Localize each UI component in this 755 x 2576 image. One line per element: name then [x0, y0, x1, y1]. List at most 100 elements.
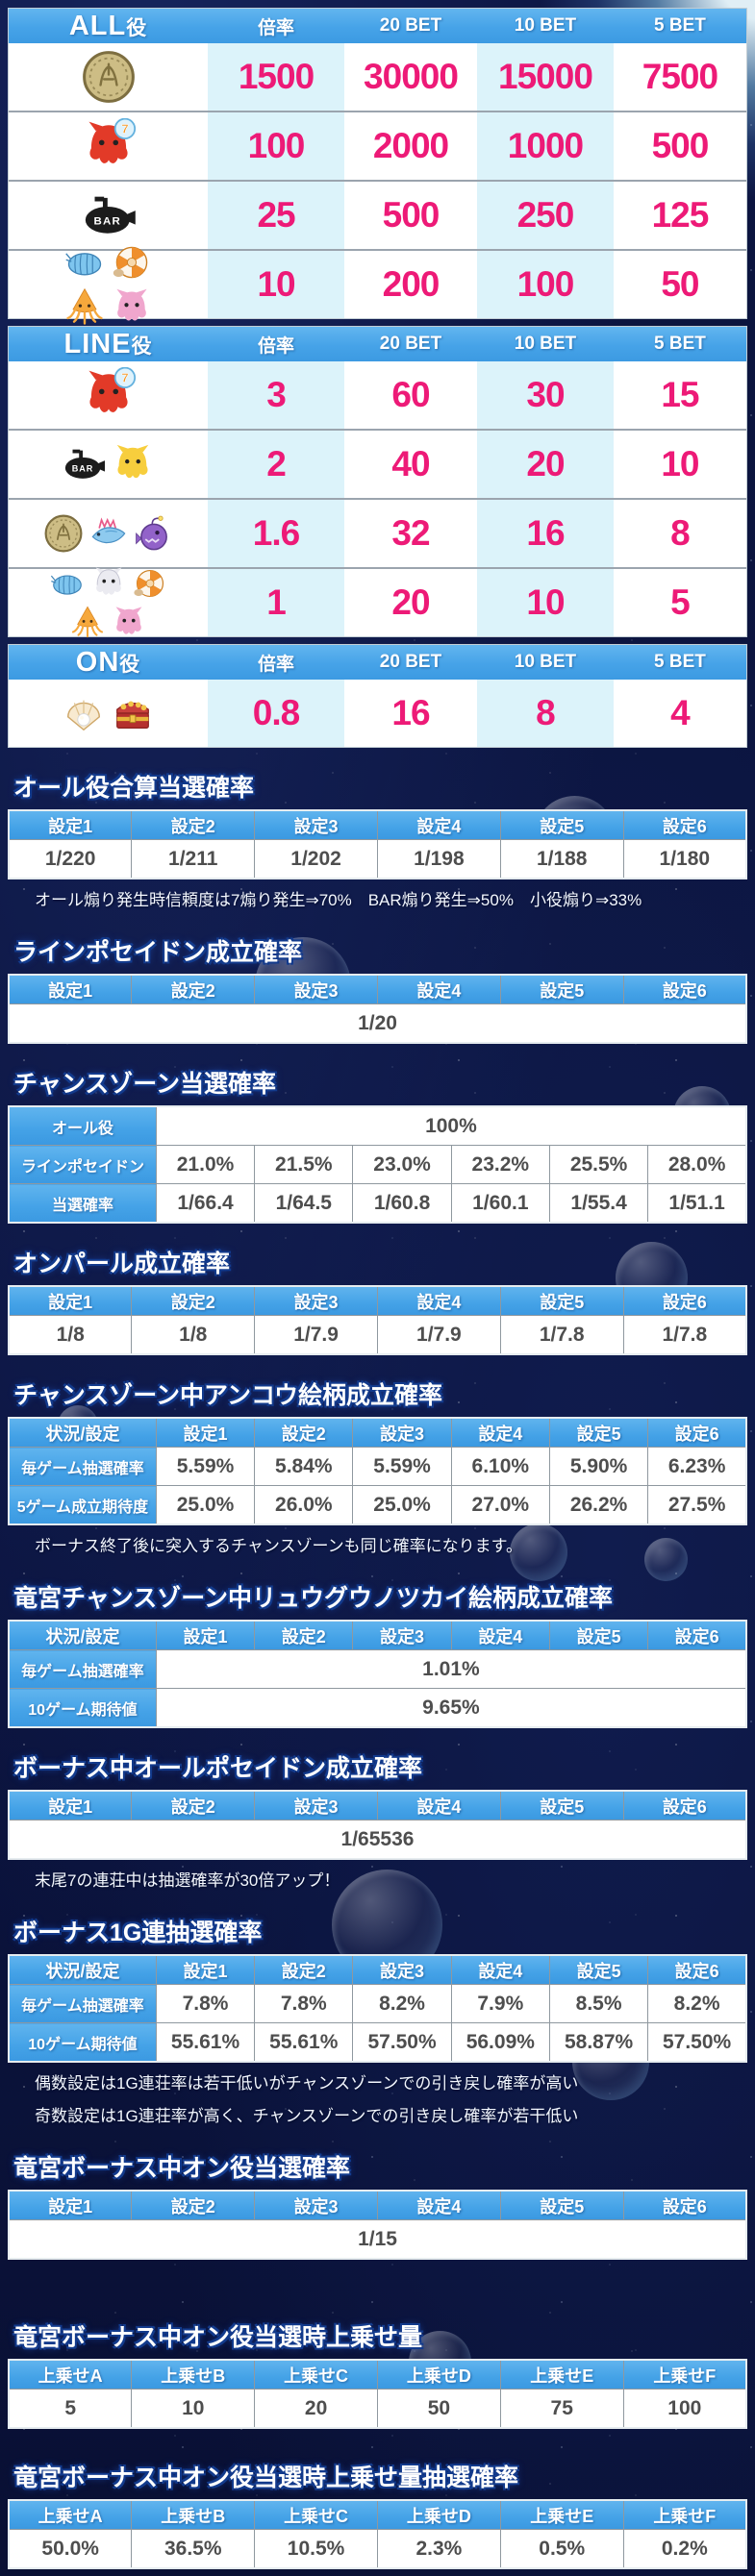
- section: 竜宮ボーナス中オン役当選時上乗せ量抽選確率 上乗せA 上乗せB 上乗せC 上乗せD 上乗せ…: [8, 2464, 747, 2576]
- anglerfish-icon: [134, 513, 174, 554]
- cell-value: 36.5%: [131, 2529, 256, 2569]
- payout-value: 15000: [498, 57, 593, 96]
- header-row: 状況/設定 設定1 設定2 設定3 設定4 設定5 設定6: [8, 1417, 747, 1448]
- setting-header: 上乗せE: [499, 2359, 624, 2390]
- payout-value: 25: [257, 195, 295, 235]
- data-table: 設定1 設定2 設定3 設定4 設定5 設定6 1/8 1/8 1/7.9 1/7.9 1/7.8 1…: [8, 1285, 747, 1355]
- cell-value: 55.61%: [254, 2022, 354, 2063]
- isopod-icon: [63, 241, 106, 284]
- table-row: 1/15: [8, 2219, 747, 2260]
- table-row: 10ゲーム期待値 9.65%: [8, 1688, 747, 1728]
- paytable-header: ALL役 倍率 20 BET 10 BET 5 BET: [9, 9, 746, 43]
- symbol-icons: [81, 49, 137, 105]
- table-row: 毎ゲーム抽選確率 1.01%: [8, 1649, 747, 1689]
- section-note: 奇数設定は1G連荘率が高く、チャンスゾーンでの引き戻し確率が若干低い: [35, 2107, 579, 2125]
- payout-value: 8: [536, 693, 556, 732]
- setting-header: 設定4: [376, 2190, 501, 2220]
- cell-value: 25.0%: [155, 1485, 256, 1525]
- merged-value: 100%: [155, 1105, 747, 1146]
- setting-header: 設定6: [647, 1620, 747, 1650]
- table-row: 5 10 20 50 75 100: [8, 2389, 747, 2429]
- section-title: チャンスゾーン当選確率: [13, 1071, 277, 1098]
- table-row: 10ゲーム期待値 55.61% 55.61% 57.50% 56.09% 58.87% 57…: [8, 2022, 747, 2063]
- paytable-row: 0.8 16 8 4: [9, 680, 746, 747]
- payout-value: 16: [391, 693, 430, 732]
- data-table: オール役 100% ラインポセイドン 21.0% 21.5% 23.0% 23.2% 25.5…: [8, 1105, 747, 1224]
- setting-header: 設定2: [254, 1620, 354, 1650]
- section-title: ボーナス中オールポセイドン成立確率: [13, 1755, 423, 1782]
- row-label: 当選確率: [8, 1183, 157, 1224]
- setting-header: 設定6: [622, 974, 747, 1004]
- payout-value: 250: [516, 195, 575, 235]
- cell-value: 21.5%: [254, 1145, 354, 1184]
- header-row: 状況/設定 設定1 設定2 設定3 設定4 設定5 設定6: [8, 1620, 747, 1650]
- data-table: 設定1 設定2 設定3 設定4 設定5 設定6 1/20: [8, 974, 747, 1044]
- poseidon-coin-icon: [43, 513, 84, 554]
- payout-value: 20: [391, 582, 430, 622]
- setting-header: 設定3: [352, 1620, 452, 1650]
- cell-value: 8.2%: [647, 1984, 747, 2023]
- cell-value: 75: [499, 2389, 624, 2429]
- setting-header: 設定5: [499, 1790, 624, 1821]
- data-table: 状況/設定 設定1 設定2 設定3 設定4 設定5 設定6 毎ゲーム抽選確率 1.01% 10ゲー…: [8, 1620, 747, 1728]
- setting-header: 設定1: [155, 1954, 256, 1985]
- setting-header: 設定4: [376, 1285, 501, 1316]
- cell-value: 1/211: [131, 839, 256, 879]
- section-title: 竜宮ボーナス中オン役当選確率: [13, 2155, 351, 2182]
- column-header: 20 BET: [379, 652, 442, 672]
- cell-value: 26.2%: [548, 1485, 649, 1525]
- cell-value: 57.50%: [647, 2022, 747, 2063]
- setting-header: 設定3: [254, 2190, 378, 2220]
- cell-value: 1/8: [131, 1315, 256, 1355]
- paytable-row: 1500 30000 15000 7500: [9, 43, 746, 111]
- setting-header: 設定5: [499, 1285, 624, 1316]
- row-label: ラインポセイドン: [8, 1145, 157, 1184]
- section: ラインポセイドン成立確率 設定1 設定2 設定3 設定4 設定5 設定6 1/20: [8, 938, 747, 1044]
- payout-value: 32: [391, 513, 430, 553]
- column-header: 20 BET: [379, 334, 442, 354]
- payout-value: 16: [526, 513, 565, 553]
- header-row: 上乗せA 上乗せB 上乗せC 上乗せD 上乗せE 上乗せF: [8, 2499, 747, 2530]
- setting-header: 設定5: [499, 974, 624, 1004]
- setting-header: 設定1: [155, 1620, 256, 1650]
- cell-value: 20: [254, 2389, 378, 2429]
- sections-container: オール役合算当選確率 設定1 設定2 設定3 設定4 設定5 設定6 1/220 1/211 1/…: [8, 774, 747, 2576]
- payout-value: 50: [661, 264, 699, 304]
- paytable-row: 10 200 100 50: [9, 246, 746, 325]
- symbol-icons: [45, 565, 172, 641]
- cell-value: 1/8: [8, 1315, 133, 1355]
- cell-value: 10.5%: [254, 2529, 378, 2569]
- svg-text:BAR: BAR: [72, 464, 94, 474]
- column-header: 10 BET: [514, 652, 577, 672]
- symbol-icons: 7: [81, 367, 137, 423]
- cell-value: 5.59%: [155, 1447, 256, 1486]
- cell-value: 7.8%: [254, 1984, 354, 2023]
- paytables-container: ALL役 倍率 20 BET 10 BET 5 BET 1500 30000 15000 750…: [8, 8, 747, 748]
- paytable-ALL役: ALL役 倍率 20 BET 10 BET 5 BET 1500 30000 15000 750…: [8, 8, 747, 325]
- squid-icon: [63, 286, 106, 329]
- cell-value: 1/51.1: [647, 1183, 747, 1224]
- cell-value: 25.0%: [352, 1485, 452, 1525]
- cell-value: 23.2%: [450, 1145, 550, 1184]
- data-table: 設定1 設定2 設定3 設定4 設定5 設定6 1/15: [8, 2190, 747, 2260]
- cell-value: 27.5%: [647, 1485, 747, 1525]
- setting-header: 状況/設定: [8, 1954, 157, 1985]
- pink-sea-slug-icon: [111, 605, 147, 641]
- section: ボーナス1G連抽選確率 状況/設定 設定1 設定2 設定3 設定4 設定5 設定6 毎ゲーム抽選…: [8, 1919, 747, 2128]
- cell-value: 1/60.1: [450, 1183, 550, 1224]
- setting-header: 上乗せA: [8, 2499, 133, 2530]
- cell-value: 1/60.8: [352, 1183, 452, 1224]
- setting-header: 設定1: [8, 809, 133, 840]
- payout-value: 1: [266, 582, 287, 622]
- setting-header: 設定2: [131, 974, 256, 1004]
- paytable-name: ALL役: [68, 10, 148, 41]
- payout-value: 1.6: [252, 513, 300, 553]
- cell-value: 1/7.9: [254, 1315, 378, 1355]
- setting-header: 設定4: [376, 1790, 501, 1821]
- paytable-header: ON役 倍率 20 BET 10 BET 5 BET: [9, 645, 746, 680]
- section: チャンスゾーン当選確率オール役 100% ラインポセイドン 21.0% 21.5% 23.…: [8, 1070, 747, 1224]
- section-title: チャンスゾーン中アンコウ絵柄成立確率: [13, 1382, 443, 1409]
- setting-header: 設定5: [499, 2190, 624, 2220]
- setting-header: 設定2: [254, 1417, 354, 1448]
- setting-header: 設定6: [622, 2190, 747, 2220]
